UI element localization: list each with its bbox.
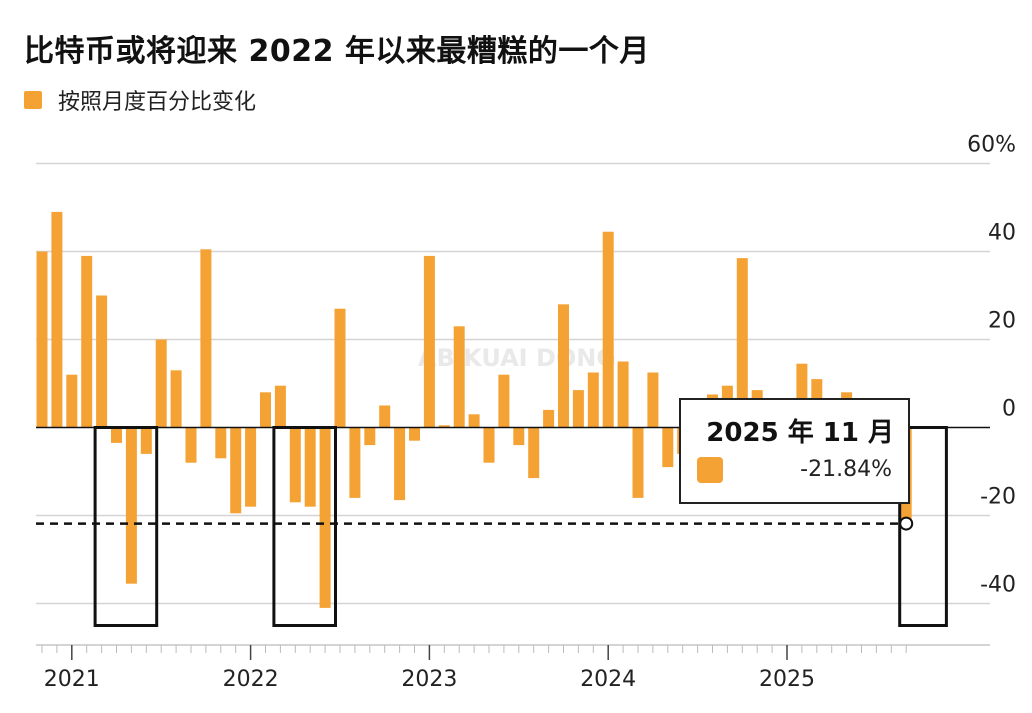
highlight-box: [93, 426, 159, 627]
bar: [438, 425, 450, 428]
bar: [379, 405, 391, 428]
y-tick-label: -40: [980, 573, 1016, 598]
x-tick-label: 2025: [759, 667, 815, 692]
bar: [200, 249, 212, 428]
legend-label: 按照月度百分比变化: [58, 90, 257, 115]
bar: [96, 295, 108, 428]
y-tick-label: 20: [988, 309, 1016, 334]
bar: [260, 392, 271, 428]
bar: [572, 390, 584, 428]
tooltip-swatch: [697, 457, 723, 483]
bar: [513, 427, 525, 446]
reference-line: [36, 516, 914, 531]
gridlines: [36, 162, 990, 605]
bar: [602, 231, 614, 428]
tooltip-value: -21.84%: [800, 457, 892, 482]
x-tick-label: 2021: [44, 667, 100, 692]
bar: [66, 374, 78, 428]
y-tick-label: 0: [1002, 397, 1016, 422]
bar: [230, 427, 242, 514]
x-tick-label: 2023: [401, 667, 457, 692]
y-tick-label: -20: [980, 485, 1016, 510]
bar: [483, 427, 495, 463]
current-value-marker: [899, 516, 914, 531]
bar: [632, 427, 644, 498]
bar: [245, 427, 257, 507]
bar: [647, 372, 659, 428]
x-tick-label: 2024: [580, 667, 636, 692]
bar: [736, 258, 748, 428]
bar: [289, 427, 301, 503]
axis-labels: 60% 40 20 0 -20 -40 2021 2022 2023 2024 2025: [44, 133, 1016, 693]
bar: [558, 304, 569, 428]
x-tick-label: 2022: [223, 667, 279, 692]
bar: [334, 308, 346, 428]
bar: [170, 370, 182, 428]
bar: [319, 427, 331, 608]
bar: [349, 427, 361, 498]
tooltip-title: 2025 年 11 月: [706, 418, 894, 448]
bar: [394, 427, 406, 501]
bar: [423, 255, 435, 428]
bar: [36, 251, 48, 428]
chart-title: 比特币或将迎来 2022 年以来最糟糕的一个月: [24, 34, 650, 69]
bar: [543, 409, 555, 428]
bar: [617, 361, 629, 428]
bar: [453, 326, 465, 428]
bar: [111, 427, 122, 443]
bar: [140, 427, 152, 454]
bar: [662, 427, 674, 468]
watermark: AB KUAI DONG: [418, 344, 616, 372]
bar: [155, 339, 167, 428]
bar: [364, 427, 376, 446]
y-tick-label: 60%: [967, 133, 1016, 158]
bar: [125, 427, 137, 584]
legend: 按照月度百分比变化: [24, 84, 256, 116]
bar: [215, 427, 227, 459]
bar: [468, 414, 480, 428]
bar: [51, 211, 63, 428]
bar: [498, 374, 510, 428]
bar: [528, 427, 540, 479]
tooltip: 2025 年 11 月 -21.84%: [679, 398, 910, 504]
bar: [587, 372, 599, 428]
bar: [274, 385, 286, 428]
bars: [36, 211, 912, 608]
bar: [185, 427, 197, 463]
bar: [796, 363, 808, 428]
bar: [304, 427, 316, 507]
bar: [81, 255, 93, 428]
bar: [409, 427, 420, 441]
legend-swatch: [24, 91, 42, 109]
y-tick-label: 40: [988, 221, 1016, 246]
